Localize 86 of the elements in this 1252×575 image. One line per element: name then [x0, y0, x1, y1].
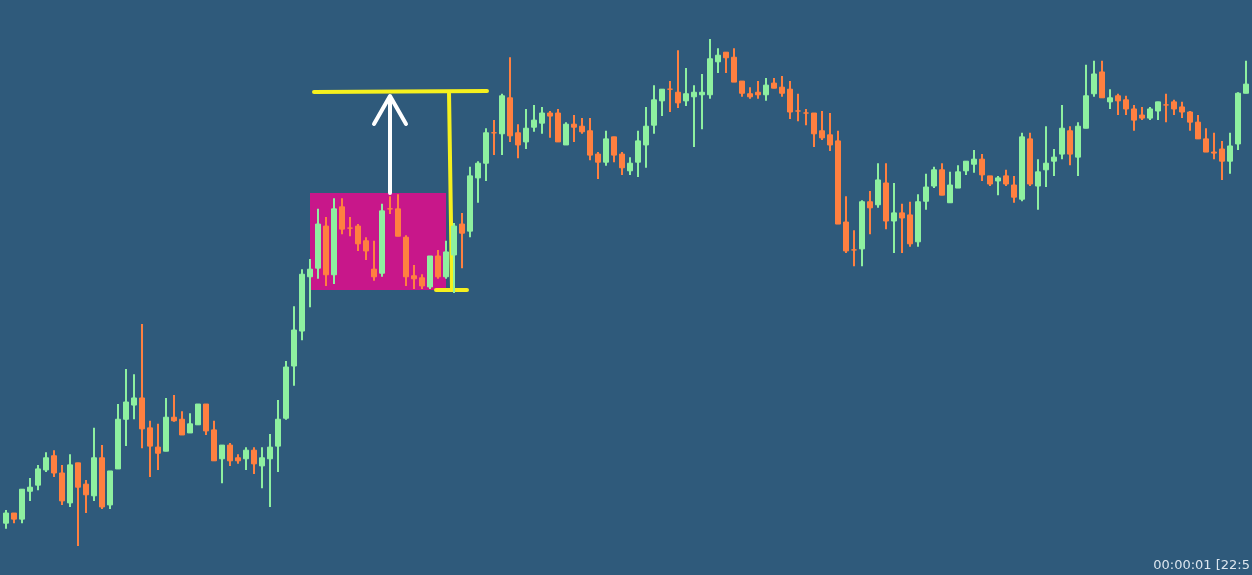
candlestick: [1091, 59, 1097, 98]
candlestick: [459, 211, 465, 270]
text: 00:00:01 [22:5: [1153, 557, 1250, 572]
candlestick: [411, 264, 417, 290]
candlestick: [995, 174, 1001, 197]
candlestick: [227, 442, 233, 467]
candlestick: [643, 105, 649, 169]
candlestick: [155, 422, 161, 471]
candlestick: [259, 446, 265, 490]
candlestick: [1115, 92, 1121, 117]
candlestick: [251, 446, 257, 476]
candlestick: [123, 368, 129, 448]
candlestick: [827, 112, 833, 153]
candlestick: [603, 129, 609, 167]
candlestick: [371, 239, 377, 282]
candlestick: [1243, 59, 1249, 95]
candlestick: [523, 107, 529, 151]
candlestick: [955, 164, 961, 190]
candlestick: [307, 258, 313, 309]
candlestick: [811, 112, 817, 148]
candlestick: [1131, 103, 1137, 132]
candlestick: [531, 103, 537, 133]
candlestick: [1155, 100, 1161, 122]
candlestick: [1043, 125, 1049, 189]
candlestick: [267, 432, 273, 508]
candlestick: [355, 223, 361, 252]
candlestick: [851, 229, 857, 268]
candlestick: [1227, 131, 1233, 175]
candlestick: [51, 449, 57, 479]
candlestick: [675, 49, 681, 109]
candlestick: [795, 92, 801, 123]
candlestick: [179, 410, 185, 436]
candlestick: [1219, 139, 1225, 181]
candlestick: [347, 215, 353, 238]
candlestick: [1195, 114, 1201, 140]
candlestick: [1107, 88, 1113, 110]
candlestick: [1211, 131, 1217, 161]
candlestick: [763, 77, 769, 102]
candlestick: [1051, 148, 1057, 177]
candlestick: [571, 114, 577, 143]
candlestick: [715, 47, 721, 74]
candlestick: [899, 202, 905, 254]
candlestick: [147, 419, 153, 479]
candlestick: [723, 51, 729, 74]
candlestick: [635, 129, 641, 178]
candlestick: [187, 412, 193, 434]
candlestick: [659, 88, 665, 118]
candlestick: [131, 373, 137, 421]
candlestick: [947, 170, 953, 204]
candlestick: [699, 72, 705, 131]
candlestick: [619, 151, 625, 176]
candlestick: [691, 84, 697, 148]
candlestick: [683, 66, 689, 107]
candlestick: [171, 393, 177, 423]
candlestick: [1123, 94, 1129, 117]
candlestick: [595, 151, 601, 180]
candlestick: [27, 477, 33, 502]
candlestick: [363, 236, 369, 262]
candlestick: [1067, 125, 1073, 167]
candlestick: [819, 109, 825, 141]
candlestick: [35, 463, 41, 492]
candlestick: [979, 153, 985, 182]
candlestick: [891, 181, 897, 254]
candlestick: [339, 197, 345, 236]
candlestick: [3, 509, 9, 530]
candlestick: [1203, 127, 1209, 154]
candlestick: [787, 80, 793, 121]
candlestick: [611, 135, 617, 164]
candlestick: [563, 121, 569, 146]
candlestick: [475, 160, 481, 204]
candlestick: [867, 190, 873, 236]
candlestick: [1011, 174, 1017, 204]
candlestick: [515, 123, 521, 160]
candlestick: [1035, 158, 1041, 211]
candlestick: [923, 172, 929, 211]
candlestick: [243, 446, 249, 471]
candlestick: [539, 105, 545, 135]
candlestick: [219, 444, 225, 485]
candlestick: [43, 451, 49, 473]
candlestick: [547, 109, 553, 139]
candlestick: [83, 479, 89, 515]
candlestick: [779, 75, 785, 98]
candlestick: [435, 248, 441, 280]
candlestick: [971, 149, 977, 174]
candlestick: [931, 165, 937, 190]
candlestick: [1163, 92, 1169, 124]
